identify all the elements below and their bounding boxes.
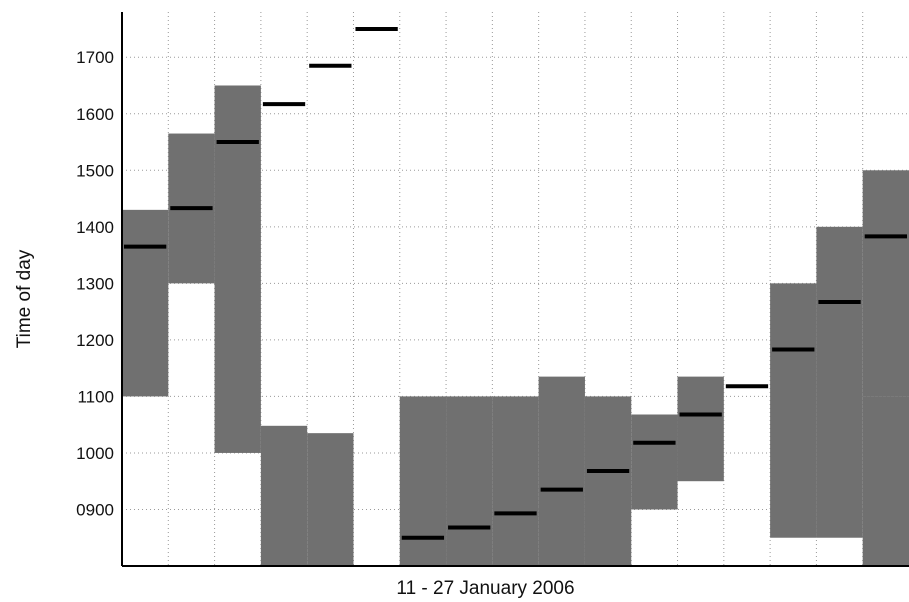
y-axis-title: Time of day bbox=[14, 249, 35, 348]
range-bar bbox=[862, 396, 909, 566]
range-bar bbox=[446, 396, 493, 566]
range-bar bbox=[492, 396, 539, 566]
x-axis-title: 11 - 27 January 2006 bbox=[396, 578, 574, 599]
range-bar bbox=[399, 396, 447, 566]
y-tick-label: 1500 bbox=[76, 161, 114, 180]
range-bar bbox=[307, 433, 354, 566]
range-bar bbox=[214, 85, 261, 453]
y-tick-labels: 0900 1000 1100 1200 1300 1400 1500 1600 1700 bbox=[76, 48, 114, 519]
range-bar bbox=[862, 170, 909, 397]
y-tick-label: 1200 bbox=[76, 331, 114, 350]
y-tick-label: 1400 bbox=[76, 218, 114, 237]
y-tick-label: 1700 bbox=[76, 48, 114, 67]
y-tick-label: 1600 bbox=[76, 105, 114, 124]
y-tick-label: 1100 bbox=[77, 387, 114, 406]
marker-lines bbox=[124, 26, 907, 540]
range-bar bbox=[677, 376, 724, 482]
range-bar bbox=[122, 209, 169, 397]
y-tick-label: 0900 bbox=[76, 500, 114, 519]
y-tick-label: 1300 bbox=[76, 274, 114, 293]
range-bar bbox=[770, 283, 817, 538]
range-bars bbox=[122, 85, 909, 566]
range-bar bbox=[631, 414, 678, 510]
range-bar bbox=[538, 376, 585, 566]
y-tick-label: 1000 bbox=[76, 444, 114, 463]
range-bar bbox=[816, 226, 863, 538]
range-bar bbox=[584, 396, 632, 566]
range-bar bbox=[260, 425, 308, 566]
